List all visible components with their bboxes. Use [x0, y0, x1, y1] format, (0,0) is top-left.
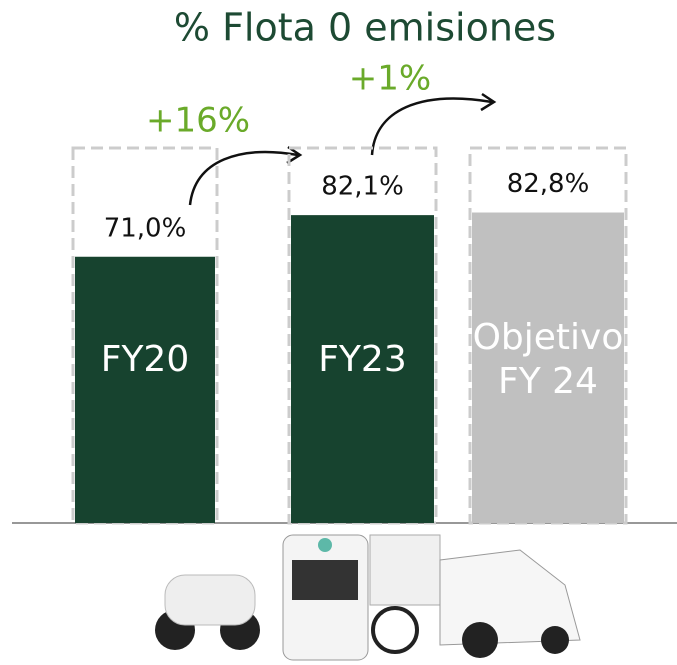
target-box	[468, 146, 628, 525]
value-label: 71,0%	[104, 213, 187, 243]
arrow-head	[286, 145, 303, 165]
category-label: Objetivo FY 24	[472, 317, 624, 402]
annotation: +1%	[349, 59, 431, 99]
arrow	[188, 150, 299, 206]
value-label: 82,8%	[507, 169, 590, 199]
arrow	[370, 97, 493, 156]
value-label: 82,1%	[321, 172, 404, 202]
target-box	[71, 146, 219, 525]
category-label: FY23	[318, 339, 407, 380]
vehicles-image	[155, 534, 581, 661]
bar	[75, 256, 215, 523]
arrow-head	[480, 92, 497, 112]
bar	[472, 212, 624, 523]
annotation: +16%	[146, 101, 250, 141]
chart-title: % Flota 0 emisiones	[174, 6, 556, 50]
bar	[291, 215, 434, 523]
category-label: FY20	[100, 339, 190, 380]
